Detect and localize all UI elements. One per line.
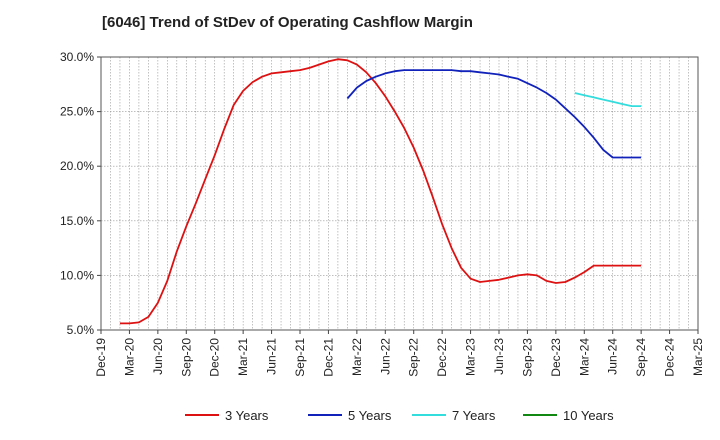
- x-tick-label: Mar-23: [464, 338, 478, 376]
- x-tick-label: Sep-22: [407, 338, 421, 377]
- y-tick-label: 30.0%: [60, 50, 94, 64]
- x-tick-label: Mar-21: [236, 338, 250, 376]
- x-tick-label: Dec-22: [435, 338, 449, 377]
- x-tick-label: Sep-20: [179, 338, 193, 377]
- x-tick-label: Jun-22: [378, 338, 392, 375]
- y-tick-label: 20.0%: [60, 159, 94, 173]
- series-line-5-years: [346, 69, 642, 159]
- x-tick-label: Dec-23: [549, 338, 563, 377]
- legend-label: 5 Years: [348, 408, 392, 423]
- y-tick-label: 25.0%: [60, 105, 94, 119]
- legend-label: 10 Years: [563, 408, 614, 423]
- chart-title: [6046] Trend of StDev of Operating Cashf…: [102, 14, 473, 31]
- legend-label: 3 Years: [225, 408, 269, 423]
- y-tick-label: 10.0%: [60, 268, 94, 282]
- x-tick-label: Jun-20: [151, 338, 165, 375]
- plot-frame: [100, 56, 699, 331]
- x-tick-label: Dec-20: [208, 338, 222, 377]
- x-tick-label: Mar-22: [350, 338, 364, 376]
- x-tick-label: Sep-24: [634, 338, 648, 377]
- x-tick-label: Dec-21: [321, 338, 335, 377]
- x-tick-label: Mar-20: [122, 338, 136, 376]
- x-tick-label: Jun-24: [606, 338, 620, 375]
- x-tick-label: Mar-24: [577, 338, 591, 376]
- series-line-3-years: [120, 58, 642, 325]
- series-line-7-years: [574, 92, 642, 107]
- x-tick-label: Jun-23: [492, 338, 506, 375]
- y-tick-label: 15.0%: [60, 214, 94, 228]
- x-tick-label: Jun-21: [265, 338, 279, 375]
- y-tick-label: 5.0%: [67, 323, 95, 337]
- x-tick-label: Mar-25: [691, 338, 705, 376]
- x-tick-label: Dec-24: [663, 338, 677, 377]
- x-tick-label: Dec-19: [94, 338, 108, 377]
- legend-label: 7 Years: [452, 408, 496, 423]
- x-tick-label: Sep-21: [293, 338, 307, 377]
- x-tick-label: Sep-23: [520, 338, 534, 377]
